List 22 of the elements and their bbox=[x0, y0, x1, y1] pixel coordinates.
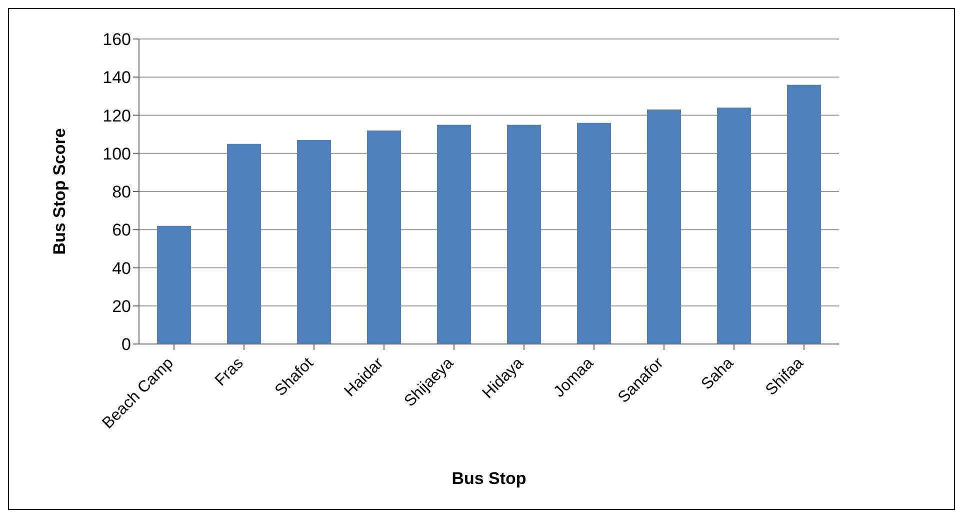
bar bbox=[437, 124, 471, 344]
bar bbox=[577, 122, 611, 344]
y-tick-label: 140 bbox=[102, 68, 131, 88]
y-tick-label: 20 bbox=[112, 296, 131, 316]
bar bbox=[647, 110, 681, 344]
y-tick-label: 0 bbox=[122, 335, 131, 354]
y-tick-label: 120 bbox=[102, 106, 131, 126]
x-axis-title: Bus Stop bbox=[452, 469, 526, 488]
y-tick-label: 40 bbox=[112, 258, 131, 278]
y-tick-label: 160 bbox=[102, 30, 131, 50]
y-axis-title: Bus Stop Score bbox=[50, 128, 70, 255]
bar bbox=[367, 130, 401, 344]
bar bbox=[227, 144, 261, 344]
bar bbox=[157, 226, 191, 344]
bar bbox=[507, 124, 541, 344]
y-tick-label: 80 bbox=[112, 182, 131, 202]
bar bbox=[787, 84, 821, 344]
y-tick-label: 60 bbox=[112, 220, 131, 240]
x-tick-label: Fras bbox=[212, 354, 247, 390]
bar bbox=[297, 140, 331, 344]
y-tick-label: 100 bbox=[102, 144, 131, 164]
bar bbox=[717, 108, 751, 344]
